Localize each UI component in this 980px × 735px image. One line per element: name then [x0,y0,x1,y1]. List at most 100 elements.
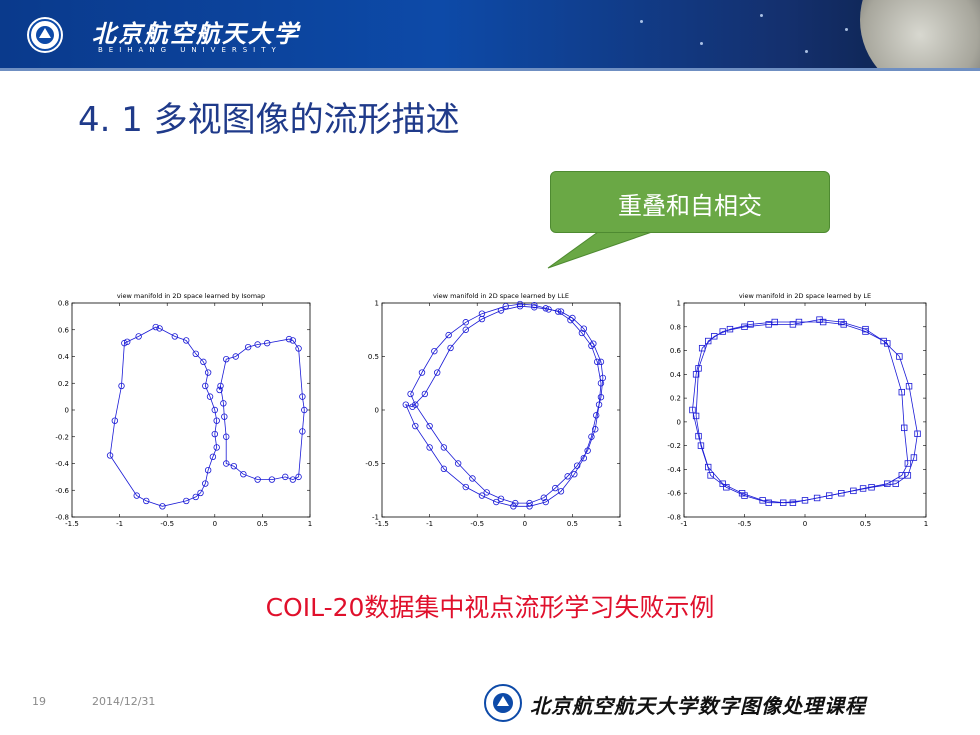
data-point [719,328,726,335]
star-decoration [805,50,808,53]
header-banner: 北京航空航天大学 BEIHANG UNIVERSITY [0,0,980,68]
data-point [892,480,899,487]
y-tick-label: 1 [677,300,681,308]
data-point [263,339,271,347]
series-line [410,303,602,504]
data-point [254,476,261,483]
university-name-en: BEIHANG UNIVERSITY [98,46,282,54]
data-point [540,494,548,501]
data-point [595,401,603,408]
data-point [440,444,448,451]
footer-seal-icon [484,684,522,722]
data-point [244,343,252,351]
data-point [240,470,247,478]
data-point [204,369,212,376]
x-tick-label: 1 [308,520,312,528]
university-name-cn: 北京航空航天大学 [92,19,300,48]
data-point [765,499,772,506]
data-point [211,430,218,438]
data-point [421,390,429,398]
y-tick-label: -0.2 [667,442,681,450]
data-point [431,347,438,355]
data-point [111,417,119,424]
data-point [412,422,419,430]
data-point [106,452,114,459]
data-point [478,492,486,499]
data-point [213,417,220,424]
y-tick-label: 0.8 [58,300,69,308]
data-point [223,460,230,467]
data-point [216,386,223,394]
data-point [440,465,448,473]
data-point [719,480,726,487]
y-tick-label: -0.4 [55,460,69,468]
data-point [789,321,797,328]
data-point [741,323,748,330]
data-point [211,406,218,414]
le-plot: view manifold in 2D space learned by LE -… [667,292,928,528]
y-tick-label: 0.2 [670,395,681,403]
data-point [862,325,869,333]
data-point [497,495,505,503]
data-point [896,353,903,360]
data-point [905,383,913,390]
data-point [884,340,891,347]
data-point [407,390,414,398]
y-tick-label: 1 [375,300,379,308]
data-point [545,306,552,313]
x-tick-label: 0 [803,520,807,528]
data-point [295,345,302,352]
data-point [143,497,150,505]
series-line [219,338,305,481]
data-point [510,503,517,510]
y-tick-label: -0.8 [55,514,69,522]
data-point [156,325,163,332]
data-point [531,304,538,311]
x-tick-label: -1 [426,520,433,528]
data-point [898,472,905,479]
x-tick-label: -1.5 [375,520,389,528]
data-point [859,485,867,492]
header-divider [0,68,980,71]
data-point [597,393,605,401]
data-point [573,462,581,469]
data-point [159,503,166,510]
data-point [171,333,179,340]
data-point [526,503,533,510]
data-point [571,470,578,478]
isomap-plot: view manifold in 2D space learned by Iso… [55,292,312,528]
data-point [200,358,207,366]
footer-course-name: 北京航空航天大学数字图像处理课程 [530,694,866,718]
data-point [220,400,227,407]
data-point [118,382,125,390]
plot-frame [71,302,311,518]
data-point [183,337,190,344]
data-point [221,413,228,420]
data-point [192,350,199,358]
data-point [268,476,276,483]
data-point [705,463,712,471]
moon-decoration [860,0,980,68]
data-point [418,369,426,376]
slide-title: 4. 1 多视图像的流形描述 [78,100,460,140]
data-point [197,489,204,497]
data-point [526,499,533,507]
y-tick-label: 0.5 [368,353,379,361]
slide-caption: COIL-20数据集中视点流形学习失败示例 [265,593,715,622]
data-point [135,333,142,340]
series-line [109,326,218,507]
x-tick-label: -0.5 [160,520,174,528]
slide-number: 19 [32,695,46,708]
data-point [516,303,524,310]
x-tick-label: -1 [681,520,688,528]
plot-title: view manifold in 2D space learned by LE [739,292,871,300]
star-decoration [640,20,643,23]
data-point [478,315,486,323]
data-point [592,412,600,419]
data-point [569,314,576,322]
data-point [434,369,441,376]
data-point [825,492,833,499]
data-point [578,329,586,337]
data-point [552,484,559,492]
data-point [531,301,538,309]
